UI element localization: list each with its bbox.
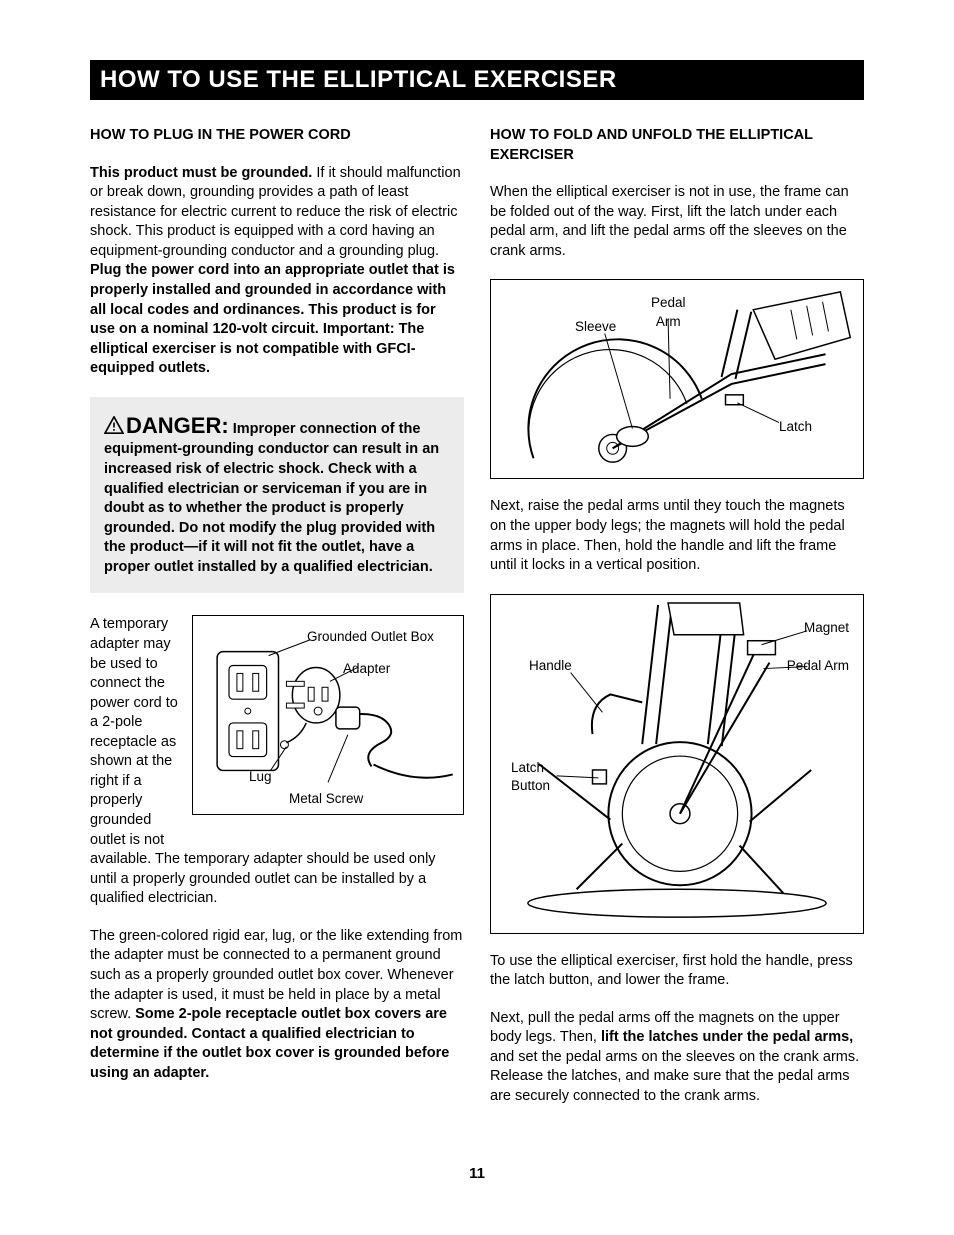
p1-tail: Plug the power cord into an appropriate …: [90, 262, 455, 376]
label-outlet-box: Grounded Outlet Box: [307, 628, 434, 646]
figure-folded: Magnet Pedal Arm Handle Latch Button: [490, 594, 864, 934]
warning-icon: [104, 416, 124, 434]
section-title: HOW TO USE THE ELLIPTICAL EXERCISER: [100, 66, 617, 93]
left-paragraph-1: This product must be grounded. If it sho…: [90, 164, 464, 379]
p4c: and set the pedal arms on the sleeves on…: [490, 1049, 859, 1104]
label-pedal-arm-1: Pedal Arm: [651, 294, 686, 330]
danger-callout: DANGER: Improper connection of the equip…: [90, 397, 464, 594]
right-subhead: HOW TO FOLD AND UNFOLD THE ELLIPTICAL EX…: [490, 126, 864, 165]
label-metal-screw: Metal Screw: [289, 790, 363, 808]
figure-unfold: Sleeve Pedal Arm Latch: [490, 279, 864, 479]
danger-word: DANGER:: [126, 413, 229, 438]
label-adapter: Adapter: [343, 660, 390, 678]
right-paragraph-2: Next, raise the pedal arms until they to…: [490, 497, 864, 575]
label-latch: Latch: [779, 418, 812, 436]
section-title-bar: HOW TO USE THE ELLIPTICAL EXERCISER: [90, 60, 864, 100]
p4b: lift the latches under the pedal arms,: [601, 1029, 853, 1045]
label-latch-button: Latch Button: [511, 759, 550, 795]
left-paragraph-3: The green-colored rigid ear, lug, or the…: [90, 927, 464, 1084]
page-number: 11: [90, 1165, 864, 1182]
label-sleeve: Sleeve: [575, 318, 616, 336]
right-paragraph-4: Next, pull the pedal arms off the magnet…: [490, 1009, 864, 1107]
adapter-row: A temporary adapter may be used to conne…: [90, 615, 464, 850]
p3b: Some 2-pole receptacle outlet box covers…: [90, 1006, 449, 1081]
left-paragraph-2: available. The temporary adapter should …: [90, 850, 464, 909]
right-column: HOW TO FOLD AND UNFOLD THE ELLIPTICAL EX…: [490, 126, 864, 1125]
label-lug: Lug: [249, 768, 272, 786]
left-column: HOW TO PLUG IN THE POWER CORD This produ…: [90, 126, 464, 1125]
label-handle: Handle: [529, 657, 572, 675]
two-column-layout: HOW TO PLUG IN THE POWER CORD This produ…: [90, 126, 864, 1125]
danger-text: Improper connection of the equipment-gro…: [104, 421, 439, 575]
right-paragraph-3: To use the elliptical exerciser, first h…: [490, 952, 864, 991]
p1-lead: This product must be grounded.: [90, 165, 312, 181]
label-magnet: Magnet: [804, 619, 849, 637]
adapter-side-text: A temporary adapter may be used to conne…: [90, 615, 180, 850]
label-pedal-arm-2: Pedal Arm: [787, 657, 849, 675]
left-subhead: HOW TO PLUG IN THE POWER CORD: [90, 126, 464, 146]
right-paragraph-1: When the elliptical exerciser is not in …: [490, 183, 864, 261]
adapter-figure: Grounded Outlet Box Adapter Lug Metal Sc…: [192, 615, 464, 815]
